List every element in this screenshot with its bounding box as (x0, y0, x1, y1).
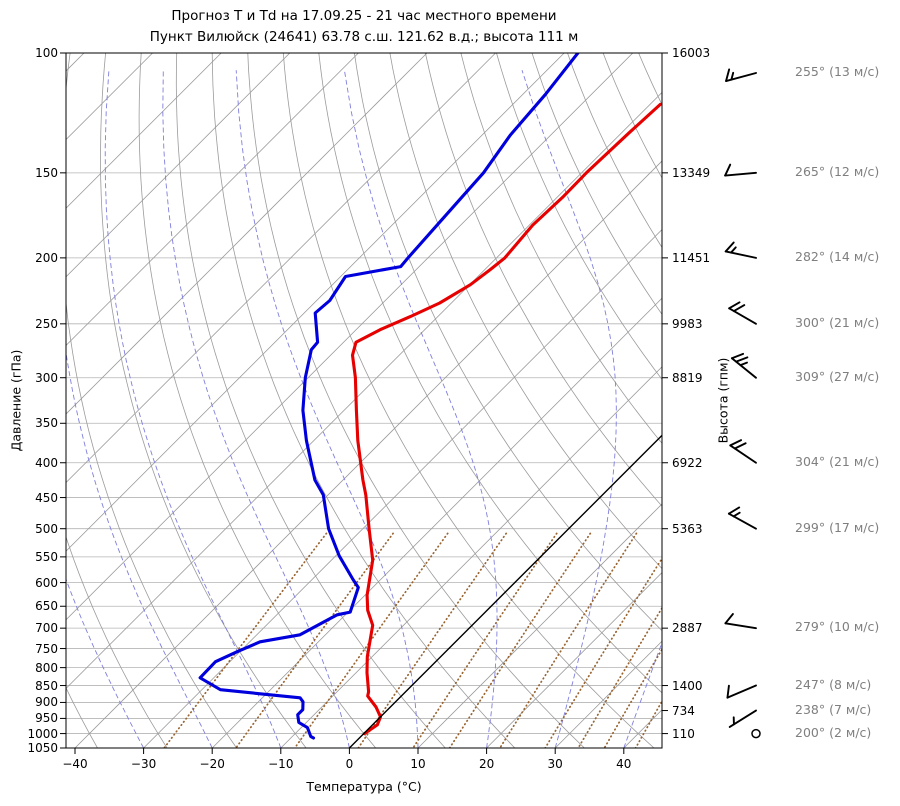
pressure-tick-label: 700 (35, 621, 58, 636)
height-tick-label: 8819 (672, 370, 703, 385)
wind-barbs (724, 68, 761, 739)
temperature-tick-label: 30 (547, 757, 563, 771)
height-tick-label: 13349 (672, 165, 711, 180)
pressure-tick-label: 150 (35, 165, 58, 180)
wind-label: 309° (27 м/с) (795, 368, 880, 384)
wind-label: 300° (21 м/с) (795, 314, 880, 330)
height-tick-label: 1400 (672, 678, 703, 693)
pressure-tick-label: 350 (35, 416, 58, 431)
wind-barb (726, 684, 757, 699)
pressure-tick-label: 550 (35, 549, 58, 564)
height-tick-label: 5363 (672, 521, 703, 536)
height-tick-label: 9983 (672, 316, 703, 331)
height-tick-label: 6922 (672, 455, 703, 470)
wind-label: 279° (10 м/с) (795, 619, 880, 635)
temperature-tick-label: −10 (268, 757, 294, 771)
pressure-tick-label: 500 (35, 521, 58, 536)
wind-barb (727, 506, 757, 530)
pressure-tick-label: 950 (35, 711, 58, 726)
temperature-tick-label: −20 (199, 757, 225, 771)
profile-curves (198, 53, 662, 740)
zero-isotherm-line (348, 434, 662, 748)
height-tick-label: 2887 (672, 621, 703, 636)
temperature-tick-label: −40 (62, 757, 88, 771)
wind-label: 304° (21 м/с) (795, 453, 880, 469)
pressure-tick-label: 1050 (27, 741, 58, 755)
wind-label: 282° (14 м/с) (795, 248, 880, 264)
wind-barb (728, 301, 757, 325)
pressure-tick-label: 100 (35, 46, 58, 60)
pressure-tick-label: 450 (35, 490, 58, 505)
temperature-tick-label: 20 (478, 757, 495, 771)
pressure-tick-label: 250 (35, 316, 58, 331)
wind-label: 200° (2 м/с) (795, 724, 872, 740)
axis-ticks (60, 52, 668, 754)
height-tick-label: 110 (672, 726, 695, 741)
plot-frame (65, 52, 663, 749)
wind-barb (724, 241, 757, 259)
calm-wind-icon (751, 728, 761, 739)
height-tick-label: 734 (672, 703, 695, 718)
pressure-tick-label: 850 (35, 678, 58, 693)
dewpoint-curve (198, 53, 580, 740)
wind-barb (729, 439, 757, 464)
pressure-tick-label: 200 (35, 250, 58, 265)
wind-label: 247° (8 м/с) (795, 676, 872, 692)
height-tick-label: 16003 (672, 46, 711, 60)
pressure-tick-label: 400 (35, 455, 58, 470)
pressure-axis-title: Давление (гПа) (8, 349, 24, 452)
temperature-tick-label: 40 (616, 757, 632, 771)
plot-grid (66, 53, 662, 748)
pressure-tick-label: 900 (35, 695, 58, 710)
wind-label: 265° (12 м/с) (795, 163, 880, 179)
chart-title-line1: Прогноз Т и Td на 17.09.25 - 21 час мест… (171, 8, 557, 24)
wind-barb (728, 709, 757, 728)
height-axis-title: Высота (гпм) (715, 357, 731, 444)
pressure-tick-label: 800 (35, 660, 58, 675)
height-tick-label: 11451 (672, 250, 711, 265)
wind-barb (751, 728, 761, 739)
wind-label: 255° (13 м/с) (795, 64, 880, 79)
pressure-tick-label: 750 (35, 641, 58, 656)
wind-label: 299° (17 м/с) (795, 519, 880, 535)
temperature-curve (350, 102, 662, 736)
chart-title: Прогноз Т и Td на 17.09.25 - 21 час мест… (66, 6, 662, 48)
temperature-tick-label: 0 (345, 757, 354, 771)
pressure-tick-label: 600 (35, 575, 58, 590)
chart-title-line2: Пункт Вилюйск (24641) 63.78 с.ш. 121.62 … (149, 29, 579, 45)
pressure-tick-label: 300 (35, 370, 58, 385)
wind-label: 238° (7 м/с) (795, 701, 872, 717)
temperature-axis-title: Температура (°C) (306, 779, 422, 794)
temperature-tick-label: −30 (130, 757, 157, 771)
pressure-tick-label: 1000 (27, 726, 58, 741)
wind-barb (724, 613, 757, 630)
wind-barb (724, 163, 757, 177)
pressure-tick-label: 650 (35, 599, 58, 614)
temperature-tick-label: 10 (410, 757, 426, 771)
wind-barb (725, 68, 757, 82)
wind-barb (730, 352, 757, 379)
